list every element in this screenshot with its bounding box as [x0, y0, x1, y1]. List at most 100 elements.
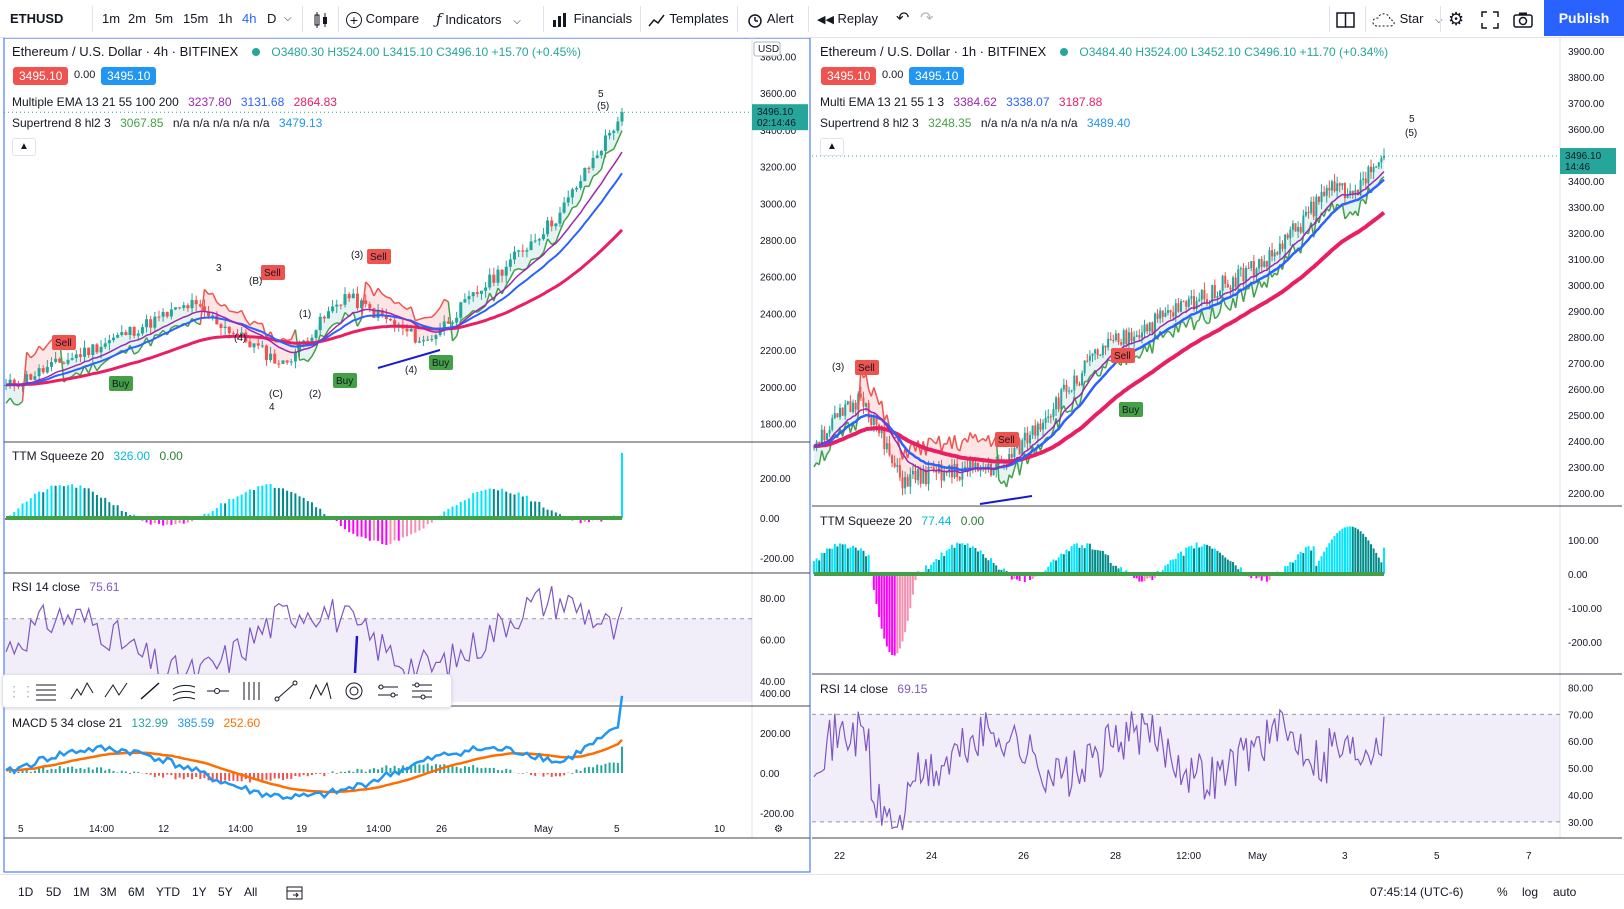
alert-button[interactable]: Alert [746, 0, 794, 38]
fib-retracement-icon[interactable] [33, 679, 59, 703]
horizontal-ray-icon[interactable] [205, 679, 231, 703]
publish-button[interactable]: Publish [1544, 0, 1624, 36]
supertrend-fill [572, 187, 577, 208]
interval-5m[interactable]: 5m [155, 11, 174, 26]
interval-d[interactable]: D [267, 11, 277, 26]
supertrend-fill [931, 438, 934, 471]
replay-button[interactable]: ◀◀ Replay [817, 0, 878, 38]
pencil-icon[interactable] [137, 679, 163, 703]
interval-dropdown-icon[interactable]: ⌵ [284, 13, 292, 24]
redo-icon[interactable]: ↷ [920, 10, 934, 27]
layout-icon[interactable] [1336, 0, 1356, 38]
candle-body [198, 304, 202, 307]
candle-body [380, 310, 384, 316]
left-sell-price-button[interactable]: 3495.10 [13, 67, 69, 85]
undo-icon[interactable]: ↶ [896, 10, 910, 27]
range-5y[interactable]: 5Y [218, 885, 233, 899]
auto-scale-toggle[interactable]: auto [1553, 885, 1577, 899]
camera-icon[interactable] [1513, 0, 1533, 38]
supertrend-fill [832, 413, 835, 439]
trend-line-icon[interactable] [273, 679, 299, 703]
candle-body [963, 466, 966, 470]
fullscreen-icon[interactable] [1481, 0, 1499, 38]
forecast-icon[interactable] [409, 679, 435, 703]
interval-4h[interactable]: 4h [242, 11, 257, 26]
charts-canvas[interactable]: Sell Sell Sell Buy Buy Buy (3) (B) (1) (4) (C) (2) (… [0, 38, 1624, 874]
go-to-date-icon[interactable] [286, 875, 304, 909]
candle-body [186, 305, 190, 309]
range-5d[interactable]: 5D [46, 885, 62, 899]
alarm-clock-icon [748, 13, 762, 28]
compare-button[interactable]: + Compare [346, 0, 419, 38]
collapse-legend-icon[interactable]: ▲ [820, 138, 844, 156]
interval-1m[interactable]: 1m [102, 11, 121, 26]
range-3m[interactable]: 3M [100, 885, 117, 899]
candle-body [924, 469, 927, 485]
collapse-legend-icon[interactable]: ▲ [12, 138, 36, 156]
supertrend-line [377, 287, 383, 295]
candle-body [1299, 226, 1302, 233]
candle-body [813, 446, 815, 448]
supertrend-line [311, 348, 317, 357]
candle-body [1013, 447, 1016, 458]
supertrend-line [360, 281, 367, 319]
candle-body [1338, 183, 1341, 186]
supertrend-fill [26, 352, 31, 380]
pattern-icon[interactable] [307, 679, 333, 703]
right-sell-price-button[interactable]: 3495.10 [821, 67, 877, 85]
supertrend-fill [547, 220, 552, 245]
measure-icon[interactable] [375, 679, 401, 703]
range-all[interactable]: All [244, 885, 258, 899]
log-scale-toggle[interactable]: log [1522, 885, 1539, 899]
range-1d[interactable]: 1D [18, 885, 34, 899]
candle-body [904, 477, 907, 489]
supertrend-fill [1082, 360, 1085, 395]
range-1y[interactable]: 1Y [192, 885, 207, 899]
right-ttm-legend: TTM Squeeze 20 77.44 0.00 [820, 514, 984, 528]
range-ytd[interactable]: YTD [156, 885, 180, 899]
supertrend-line [928, 437, 932, 440]
candle-body [1151, 322, 1154, 333]
settings-gear-icon[interactable]: ⚙ [1448, 9, 1465, 29]
supertrend-fill [1290, 223, 1293, 251]
supertrend-fill [889, 426, 893, 464]
candle-body [29, 374, 33, 380]
candle-body [339, 304, 343, 306]
right-buy-price-button[interactable]: 3495.10 [909, 67, 965, 85]
candle-body [422, 340, 426, 342]
range-6m[interactable]: 6M [128, 885, 145, 899]
indicators-button[interactable]: ƒ Indicators ⌵ [436, 0, 521, 38]
templates-button[interactable]: Templates [648, 0, 729, 38]
symbol-search[interactable]: ETHUSD [10, 11, 64, 26]
percent-scale-toggle[interactable]: % [1497, 885, 1508, 899]
supertrend-fill [1061, 384, 1064, 411]
supertrend-fill [1108, 338, 1111, 361]
supertrend-line [943, 442, 947, 445]
candle-body [326, 311, 330, 319]
interval-1h[interactable]: 1h [218, 11, 233, 26]
financials-button[interactable]: Financials [552, 0, 632, 38]
supertrend-fill [1269, 250, 1273, 278]
interval-15m[interactable]: 15m [183, 11, 209, 26]
supertrend-line [1016, 460, 1021, 476]
supertrend-fill [601, 135, 606, 170]
chart-type-candles-icon[interactable] [311, 0, 331, 38]
drag-handle-icon[interactable]: ⋮⋮ [7, 683, 35, 699]
elliott-impulse-icon[interactable] [69, 679, 95, 703]
candle-body [248, 341, 252, 348]
vertical-lines-icon[interactable] [239, 679, 265, 703]
candle-body [508, 259, 512, 267]
parallel-channel-icon[interactable] [171, 679, 197, 703]
candle-body [888, 443, 891, 456]
range-1m[interactable]: 1M [73, 885, 90, 899]
left-buy-price-button[interactable]: 3495.10 [101, 67, 157, 85]
candle-body [360, 300, 364, 308]
interval-2m[interactable]: 2m [128, 11, 147, 26]
candle-body [1239, 268, 1242, 270]
gann-icon[interactable] [341, 679, 367, 703]
clock-time[interactable]: 07:45:14 (UTC-6) [1370, 885, 1464, 899]
supertrend-line [220, 303, 226, 307]
ttm-tick-label: 100.00 [1568, 536, 1599, 547]
elliott-correction-icon[interactable] [103, 679, 129, 703]
save-layout-button[interactable]: Star ⌵ [1372, 0, 1443, 38]
